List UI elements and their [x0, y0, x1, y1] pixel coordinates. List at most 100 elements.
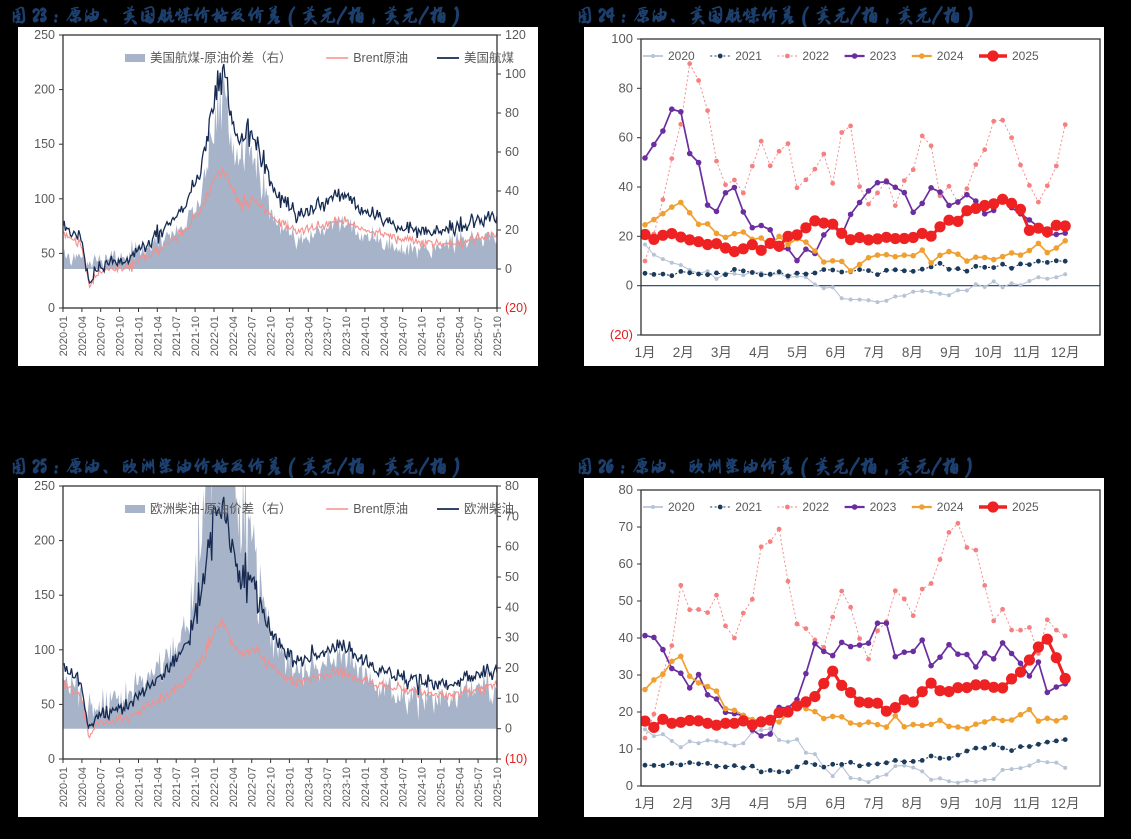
svg-text:0: 0 [48, 301, 55, 315]
svg-text:8月: 8月 [902, 345, 923, 360]
svg-text:10: 10 [619, 741, 633, 756]
svg-text:80: 80 [505, 479, 519, 493]
svg-text:2022-01: 2022-01 [209, 767, 221, 807]
svg-text:2023-04: 2023-04 [303, 316, 315, 356]
svg-text:8月: 8月 [902, 796, 923, 811]
svg-text:2023-04: 2023-04 [303, 767, 315, 807]
svg-text:50: 50 [41, 697, 55, 711]
svg-text:4月: 4月 [749, 345, 770, 360]
svg-text:250: 250 [34, 479, 55, 493]
svg-text:2021-07: 2021-07 [171, 316, 183, 356]
svg-text:美国航煤-原油价差（右）: 美国航煤-原油价差（右） [150, 50, 292, 65]
svg-text:80: 80 [505, 106, 519, 120]
svg-text:2022: 2022 [802, 49, 829, 63]
svg-text:40: 40 [619, 179, 633, 194]
svg-text:欧洲柴油-原油价差（右）: 欧洲柴油-原油价差（右） [150, 501, 292, 516]
svg-text:40: 40 [505, 600, 519, 614]
svg-text:120: 120 [505, 28, 526, 42]
svg-text:40: 40 [619, 630, 633, 645]
svg-text:2022-01: 2022-01 [209, 316, 221, 356]
svg-text:12月: 12月 [1051, 345, 1080, 360]
svg-text:(10): (10) [505, 752, 527, 766]
svg-text:2020-01: 2020-01 [58, 767, 70, 807]
svg-text:2024-07: 2024-07 [398, 316, 410, 356]
svg-text:0: 0 [626, 778, 633, 793]
svg-text:2024-04: 2024-04 [379, 316, 391, 356]
svg-text:6月: 6月 [825, 796, 846, 811]
svg-text:2025: 2025 [1012, 500, 1039, 514]
svg-text:2020-04: 2020-04 [77, 316, 89, 356]
svg-text:20: 20 [619, 704, 633, 719]
svg-text:100: 100 [34, 192, 55, 206]
svg-text:200: 200 [34, 83, 55, 97]
svg-text:2020-01: 2020-01 [58, 316, 70, 356]
svg-text:2023-01: 2023-01 [284, 767, 296, 807]
svg-text:2023-07: 2023-07 [322, 316, 334, 356]
svg-text:100: 100 [505, 67, 526, 81]
svg-text:10: 10 [505, 691, 519, 705]
svg-text:2023: 2023 [870, 500, 897, 514]
svg-text:7月: 7月 [864, 796, 885, 811]
svg-text:2020: 2020 [668, 49, 695, 63]
svg-text:0: 0 [48, 752, 55, 766]
svg-text:2024-10: 2024-10 [417, 767, 429, 807]
svg-text:2024-01: 2024-01 [360, 767, 372, 807]
svg-text:2021-07: 2021-07 [171, 767, 183, 807]
svg-text:3月: 3月 [711, 796, 732, 811]
svg-text:100: 100 [611, 31, 633, 46]
svg-text:150: 150 [34, 588, 55, 602]
svg-text:11月: 11月 [1013, 345, 1041, 360]
svg-text:2025-04: 2025-04 [454, 767, 466, 807]
svg-text:2023-07: 2023-07 [322, 767, 334, 807]
svg-text:20: 20 [505, 223, 519, 237]
svg-text:美国航煤: 美国航煤 [464, 50, 515, 65]
svg-text:80: 80 [619, 80, 633, 95]
svg-text:9月: 9月 [940, 796, 961, 811]
svg-text:2021: 2021 [735, 500, 762, 514]
svg-text:7月: 7月 [864, 345, 885, 360]
svg-text:2022-07: 2022-07 [247, 316, 259, 356]
svg-text:2022-07: 2022-07 [247, 767, 259, 807]
svg-text:2020-10: 2020-10 [115, 316, 127, 356]
svg-text:欧洲柴油: 欧洲柴油 [464, 502, 514, 516]
svg-text:20: 20 [619, 228, 633, 243]
svg-text:2020-04: 2020-04 [77, 767, 89, 807]
svg-text:3月: 3月 [711, 345, 732, 360]
svg-text:6月: 6月 [825, 345, 846, 360]
svg-text:20: 20 [505, 661, 519, 675]
svg-text:5月: 5月 [787, 796, 808, 811]
svg-text:2020-10: 2020-10 [115, 767, 127, 807]
svg-text:2月: 2月 [673, 796, 694, 811]
svg-text:70: 70 [619, 519, 633, 534]
svg-text:60: 60 [505, 540, 519, 554]
svg-text:80: 80 [619, 482, 633, 497]
svg-text:60: 60 [619, 556, 633, 571]
svg-text:12月: 12月 [1051, 796, 1080, 811]
svg-text:50: 50 [505, 570, 519, 584]
svg-text:2020-07: 2020-07 [96, 767, 108, 807]
svg-text:2024-10: 2024-10 [417, 316, 429, 356]
svg-text:2021-04: 2021-04 [152, 767, 164, 807]
svg-text:2024-04: 2024-04 [379, 767, 391, 807]
svg-text:2025-07: 2025-07 [473, 316, 485, 356]
svg-text:2024: 2024 [937, 49, 964, 63]
svg-text:2025-01: 2025-01 [435, 316, 447, 356]
svg-text:2024-07: 2024-07 [398, 767, 410, 807]
svg-text:2025-04: 2025-04 [454, 316, 466, 356]
svg-text:50: 50 [619, 593, 633, 608]
svg-text:4月: 4月 [749, 796, 770, 811]
svg-text:150: 150 [34, 137, 55, 151]
svg-text:2023-10: 2023-10 [341, 767, 353, 807]
svg-text:(20): (20) [610, 327, 633, 342]
svg-text:0: 0 [626, 278, 633, 293]
svg-text:2022-04: 2022-04 [228, 316, 240, 356]
svg-text:5月: 5月 [787, 345, 808, 360]
svg-text:250: 250 [34, 28, 55, 42]
svg-text:2025-10: 2025-10 [492, 767, 504, 807]
svg-text:2023: 2023 [870, 49, 897, 63]
svg-text:2025-10: 2025-10 [492, 316, 504, 356]
svg-text:40: 40 [505, 184, 519, 198]
svg-text:Brent原油: Brent原油 [353, 51, 408, 65]
svg-text:2020: 2020 [668, 500, 695, 514]
svg-text:50: 50 [41, 246, 55, 260]
